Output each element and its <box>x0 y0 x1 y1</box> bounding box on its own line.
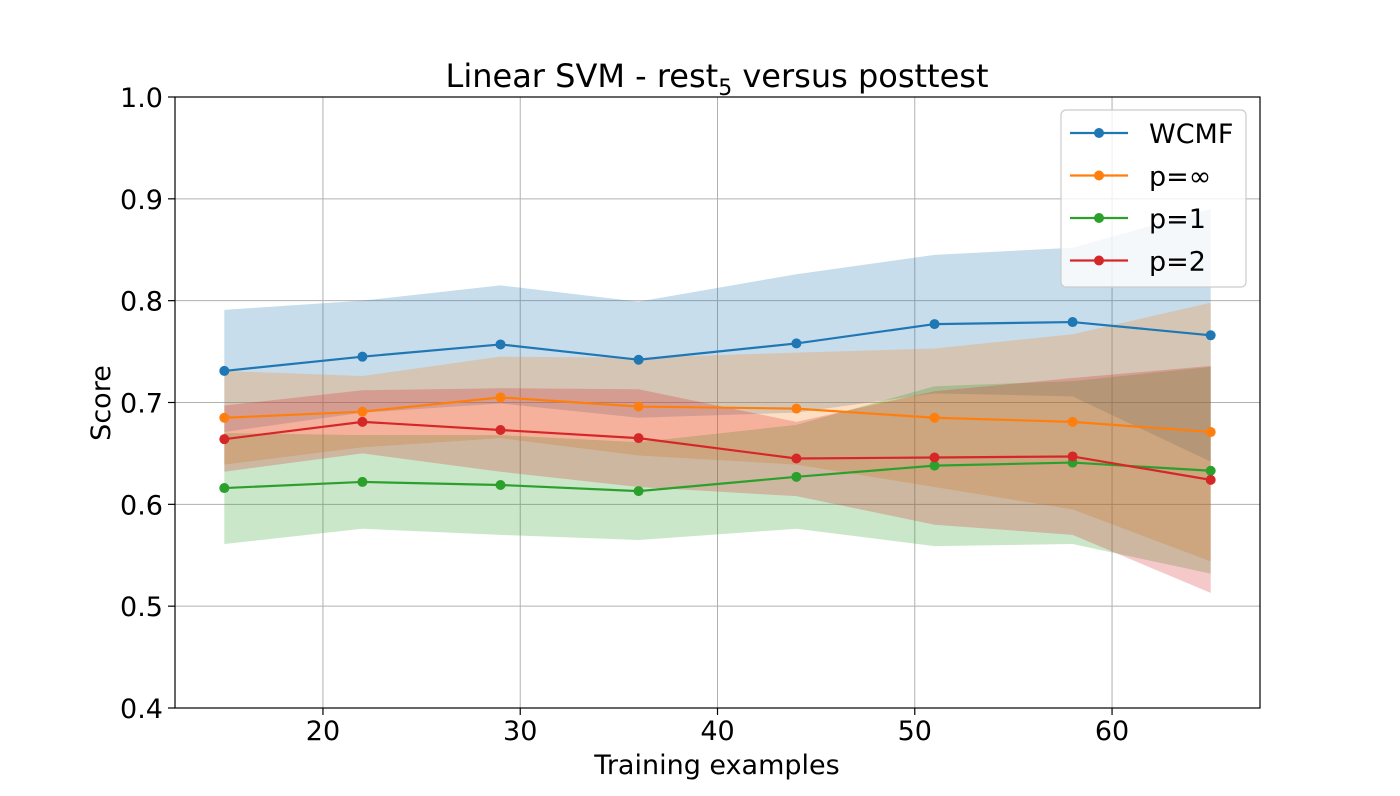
series-line-0 <box>224 320 1211 373</box>
data-point <box>929 412 940 423</box>
data-point <box>357 406 368 417</box>
data-point <box>929 319 940 330</box>
y-tick-label: 1.0 <box>120 83 163 114</box>
data-point <box>633 354 644 365</box>
chart-title: Linear SVM - rest5 versus posttest <box>446 57 989 101</box>
band-3 <box>224 365 1211 593</box>
data-point <box>495 339 506 350</box>
x-tick-label: 40 <box>700 716 734 747</box>
data-point <box>929 452 940 463</box>
y-tick-label: 0.4 <box>120 694 163 725</box>
data-point <box>633 486 644 497</box>
data-point <box>1205 465 1216 476</box>
legend-label: p=2 <box>1149 247 1206 278</box>
band-0 <box>224 209 1211 462</box>
x-axis-ticks: 20 30 40 50 60 <box>306 708 1129 747</box>
y-tick-label: 0.5 <box>120 592 163 623</box>
data-point <box>219 412 230 423</box>
data-point <box>495 479 506 490</box>
y-tick-label: 0.7 <box>120 389 163 420</box>
data-point <box>357 416 368 427</box>
legend-label: p=1 <box>1149 204 1206 235</box>
legend-box <box>1060 109 1247 288</box>
legend-swatch-marker <box>1094 213 1104 223</box>
y-tick-label: 0.8 <box>120 287 163 318</box>
data-point <box>791 471 802 482</box>
y-tick-label: 0.9 <box>120 185 163 216</box>
x-tick-label: 20 <box>306 716 340 747</box>
data-point <box>495 424 506 435</box>
data-point <box>1205 474 1216 485</box>
series-lines <box>219 317 1216 497</box>
band-1 <box>224 302 1211 562</box>
x-tick-label: 60 <box>1095 716 1129 747</box>
confidence-bands <box>224 209 1211 593</box>
data-point <box>357 476 368 487</box>
data-point <box>791 403 802 414</box>
data-point <box>791 338 802 349</box>
legend: WCMF p=∞ p=1 p=2 <box>1060 109 1247 288</box>
x-axis-label: Training examples <box>593 750 839 781</box>
data-point <box>219 483 230 494</box>
data-point <box>495 392 506 403</box>
legend-swatch-marker <box>1094 170 1104 181</box>
data-point <box>929 460 940 471</box>
y-axis-label: Score <box>86 365 117 441</box>
y-axis-ticks: 0.4 0.5 0.6 0.7 0.8 0.9 1.0 <box>120 83 175 725</box>
data-point <box>791 453 802 464</box>
data-point <box>1205 330 1216 341</box>
data-point <box>219 434 230 445</box>
series-line-3 <box>224 420 1211 481</box>
legend-swatch-marker <box>1094 128 1104 138</box>
legend-label: WCMF <box>1149 119 1233 150</box>
series-line-1 <box>224 396 1211 434</box>
data-point <box>357 351 368 362</box>
data-point <box>633 433 644 444</box>
data-point <box>1205 427 1216 438</box>
series-line-2 <box>224 461 1211 493</box>
y-tick-label: 0.6 <box>120 490 163 521</box>
legend-items: WCMF p=∞ p=1 p=2 <box>1070 119 1233 278</box>
data-point <box>219 365 230 376</box>
x-tick-label: 30 <box>503 716 537 747</box>
x-tick-label: 50 <box>898 716 932 747</box>
legend-swatch-marker <box>1094 255 1104 266</box>
data-point <box>1067 451 1078 462</box>
data-point <box>633 401 644 412</box>
data-point <box>1067 317 1078 328</box>
legend-label: p=∞ <box>1149 162 1211 193</box>
data-point <box>1067 416 1078 427</box>
